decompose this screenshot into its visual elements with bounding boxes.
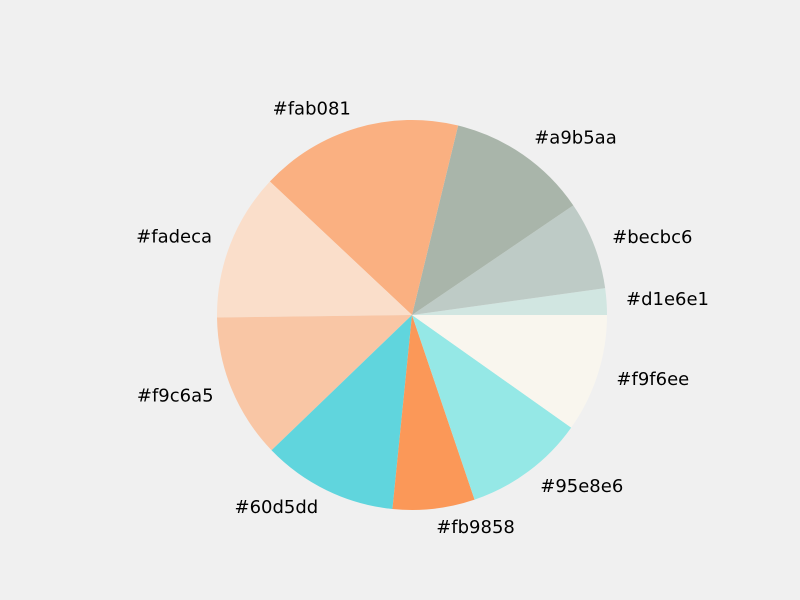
slice-label-4: #fadeca	[136, 226, 212, 247]
pie-slice-5	[217, 315, 412, 451]
slice-label-3: #fab081	[273, 98, 351, 119]
pie-slice-9	[412, 315, 607, 428]
slice-label-8: #95e8e6	[540, 476, 623, 497]
slice-label-6: #60d5dd	[235, 497, 319, 518]
pie-slice-2	[412, 125, 574, 315]
pie-slice-8	[412, 315, 572, 500]
pie-slice-3	[269, 119, 459, 315]
pie-slice-1	[412, 205, 606, 315]
pie-labels: #d1e6e1 #becbc6 #a9b5aa #fab081 #fadeca #f9c6…	[136, 98, 709, 538]
slice-label-1: #becbc6	[612, 227, 692, 248]
pie-slice-6	[271, 315, 412, 510]
slice-label-9: #f9f6ee	[616, 369, 689, 390]
pie-slice-0	[412, 288, 607, 315]
pie-slice-4	[217, 181, 412, 318]
slice-label-0: #d1e6e1	[626, 289, 709, 310]
slice-label-5: #f9c6a5	[137, 385, 214, 406]
pie-slice-7	[392, 315, 475, 510]
pie-slices	[217, 119, 607, 510]
slice-label-2: #a9b5aa	[534, 128, 617, 149]
slice-label-7: #fb9858	[436, 517, 515, 538]
